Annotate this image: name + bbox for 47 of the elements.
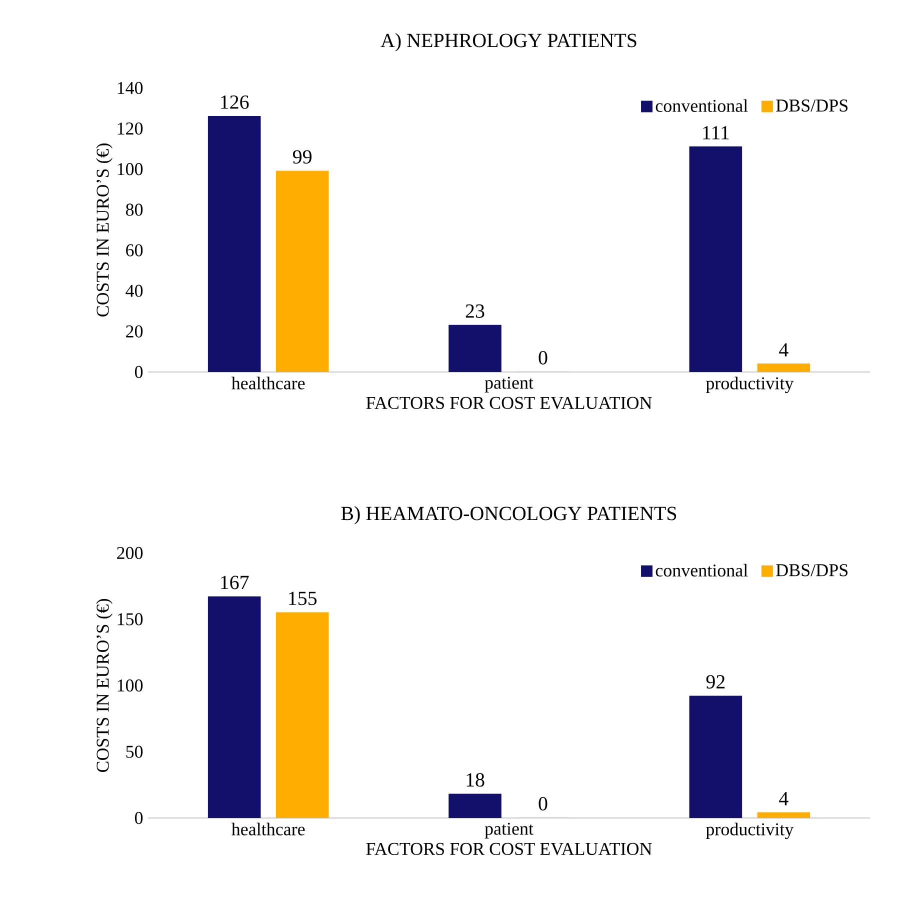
y-tick-label: 150 — [118, 613, 143, 626]
x-axis-title: FACTORS FOR COST EVALUATION — [366, 842, 652, 856]
data-label: 23 — [466, 304, 484, 318]
y-tick-label: 200 — [117, 546, 143, 560]
x-tick-label: patient — [484, 822, 534, 838]
x-tick-label: healthcare — [232, 376, 305, 390]
legend-label: conventional — [656, 564, 748, 577]
y-tick-label: 0 — [134, 366, 143, 378]
legend-label: DBS/DPS — [776, 564, 848, 576]
bar — [689, 696, 742, 818]
y-tick-label: 0 — [134, 812, 143, 824]
y-tick-label: 40 — [126, 284, 143, 297]
y-tick-label: 100 — [118, 679, 143, 692]
y-tick-label: 50 — [126, 746, 143, 758]
y-tick-label: 80 — [126, 204, 143, 216]
legend-label: conventional — [656, 99, 748, 112]
data-label: 4 — [779, 343, 788, 356]
y-tick-label: 20 — [126, 325, 143, 338]
y-axis-title: COSTS IN EURO’S (€) — [96, 599, 112, 772]
data-label: 4 — [779, 792, 788, 806]
legend-label: DBS/DPS — [776, 100, 848, 112]
bar — [689, 146, 742, 372]
data-label: 99 — [292, 150, 312, 164]
data-label: 167 — [221, 576, 249, 590]
x-tick-label: productivity — [706, 376, 794, 394]
data-label: 18 — [466, 773, 484, 787]
y-tick-label: 120 — [118, 122, 143, 135]
x-axis-title: FACTORS FOR COST EVALUATION — [366, 396, 652, 410]
bar — [208, 596, 261, 818]
data-label: 0 — [538, 350, 548, 364]
data-label: 92 — [706, 675, 725, 689]
data-label: 155 — [289, 592, 317, 606]
bar — [208, 116, 261, 372]
y-tick-label: 60 — [126, 244, 143, 256]
bar — [448, 324, 502, 372]
x-tick-label: productivity — [706, 822, 794, 840]
chart-title: A) NEPHROLOGY PATIENTS — [380, 33, 636, 52]
bar — [448, 794, 502, 818]
chart-title: B) HEAMATO-ONCOLOGY PATIENTS — [341, 506, 676, 524]
y-tick-label: 100 — [118, 163, 143, 176]
x-tick-label: patient — [484, 376, 534, 392]
data-label: 0 — [538, 796, 548, 810]
y-tick-label: 140 — [118, 82, 143, 94]
x-tick-label: healthcare — [232, 822, 305, 836]
data-label: 126 — [221, 95, 249, 109]
y-axis-title: COSTS IN EURO’S (€) — [96, 144, 112, 317]
data-label: 111 — [703, 126, 729, 140]
